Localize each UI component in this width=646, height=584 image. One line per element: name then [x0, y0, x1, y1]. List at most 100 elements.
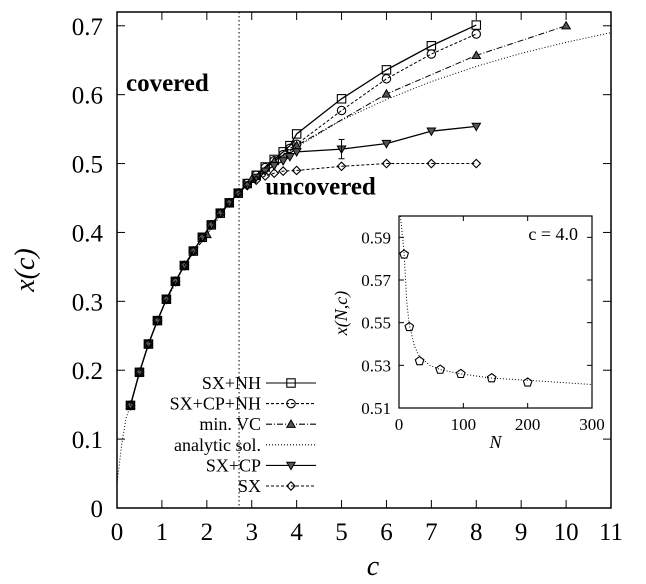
point-sx-cp-6	[179, 261, 190, 271]
inset-y-tick-label-0-59: 0.59	[361, 228, 391, 247]
legend-label-sx-nh: SX+NH	[202, 373, 261, 393]
point-sx-cp-0	[125, 401, 136, 411]
inset-point-4	[455, 368, 466, 379]
legend-marker-sx-cp	[285, 461, 297, 471]
point-sx-cp-10	[215, 209, 226, 219]
x-tick-label-0: 0	[111, 519, 124, 546]
point-sx-10	[215, 208, 226, 219]
x-tick-label-1: 1	[156, 519, 169, 546]
point-sx-cp-22	[426, 127, 437, 137]
x-tick-label-10: 10	[554, 519, 579, 546]
main-axis-ticks: 0 1 2 3 4 5 6 7 8 9 10 11 0 0.1 0.2 0.3 0.4 0.5 0.6 0.7	[72, 12, 623, 546]
inset-point-2	[414, 355, 425, 366]
point-sx-22	[471, 158, 482, 169]
y-tick-label-0-6: 0.6	[72, 83, 103, 110]
inset-point-1	[404, 321, 415, 332]
point-sx-2	[143, 339, 154, 350]
annotation-uncovered: uncovered	[265, 174, 376, 201]
point-sx-cp-19	[291, 148, 302, 158]
inset-fit-line	[399, 215, 593, 386]
point-sx-18	[291, 165, 302, 176]
point-sx-cp-23	[471, 122, 482, 132]
point-sx-cp-18	[284, 153, 295, 162]
series-line-sx-cp	[129, 125, 477, 406]
legend-label-sx-cp-nh: SX+CP+NH	[170, 394, 261, 414]
point-sx-cp-17	[278, 157, 289, 167]
inset-x-tick-label-0: 0	[395, 415, 404, 434]
point-sx-cp-21	[381, 139, 392, 149]
y-tick-label-0-4: 0.4	[72, 220, 104, 247]
point-sx-3	[152, 315, 163, 326]
main-plot-frame	[116, 11, 612, 509]
annotation-covered: covered	[126, 70, 209, 97]
series-line-sx	[129, 163, 477, 406]
point-sx-21	[426, 158, 437, 169]
point-sx-cp-16	[269, 161, 280, 171]
point-sx-nh-23	[471, 20, 482, 30]
point-sx-cp-nh-20	[336, 105, 347, 116]
inset-x-tick-label-100: 100	[451, 415, 477, 434]
inset-y-tick-label-0-51: 0.51	[361, 399, 391, 418]
main-series-group	[116, 20, 612, 481]
legend-marker-sx-cp-nh	[286, 398, 296, 409]
point-sx-11	[224, 197, 235, 208]
point-min-vc-14	[561, 20, 572, 30]
y-axis-title: x(c)	[10, 248, 41, 293]
x-tick-label-2: 2	[201, 519, 214, 546]
y-tick-label-0: 0	[91, 496, 104, 523]
point-sx-cp-2	[143, 340, 154, 350]
inset-y-tick-label-0-55: 0.55	[361, 314, 391, 333]
point-sx-cp-3	[152, 316, 163, 326]
inset-point-3	[435, 364, 446, 374]
point-sx-6	[179, 260, 190, 271]
point-sx-cp-nh-23	[471, 29, 482, 39]
point-sx-nh-19	[291, 129, 302, 139]
legend-marker-sx-nh	[286, 378, 296, 388]
legend-label-sx: SX	[238, 476, 261, 496]
point-sx-16	[269, 168, 280, 179]
x-tick-label-8: 8	[470, 519, 483, 546]
point-sx-0	[125, 400, 136, 411]
inset-point-5	[486, 372, 497, 383]
point-sx-19	[336, 161, 347, 172]
inset-x-tick-label-300: 300	[579, 415, 605, 434]
point-sx-nh-21	[381, 65, 392, 75]
legend-label-analytic-sol: analytic sol.	[174, 435, 261, 455]
x-tick-label-4: 4	[290, 519, 303, 546]
x-tick-label-7: 7	[425, 519, 438, 546]
x-tick-label-5: 5	[335, 519, 348, 546]
inset-annotation: c = 4.0	[528, 224, 578, 244]
y-tick-label-0-5: 0.5	[72, 152, 103, 179]
point-sx-9	[206, 219, 217, 230]
inset-x-tick-label-200: 200	[515, 415, 541, 434]
point-sx-8	[197, 232, 208, 243]
point-sx-nh-20	[336, 94, 347, 104]
point-sx-cp-nh-21	[381, 74, 392, 84]
point-sx-15	[260, 170, 271, 181]
point-sx-17	[278, 166, 289, 177]
point-sx-12	[233, 188, 244, 199]
x-axis-title: c	[367, 551, 380, 579]
inset-y-tick-label-0-53: 0.53	[361, 356, 391, 375]
main-plot: 0 1 2 3 4 5 6 7 8 9 10 11 0 0.1 0.2 0.3 0.4 0.5 0.6 0.7 x(c…	[10, 11, 623, 582]
y-tick-label-0-3: 0.3	[72, 289, 103, 316]
point-sx-4	[161, 294, 172, 305]
point-sx-13	[242, 180, 253, 191]
point-sx-14	[251, 175, 262, 186]
inset-point-0	[399, 249, 410, 259]
point-sx-cp-nh-22	[426, 49, 437, 59]
legend-marker-min-vc	[285, 418, 297, 428]
inset-series-group	[399, 215, 593, 387]
y-tick-label-0-2: 0.2	[72, 358, 103, 385]
point-sx-1	[134, 367, 145, 378]
inset-point-6	[522, 377, 533, 387]
inset-axis-ticks: 0 100 200 300 0.51 0.53 0.55 0.57 0.59	[361, 216, 605, 434]
point-sx-7	[188, 246, 199, 257]
point-sx-cp-1	[134, 368, 145, 378]
point-sx-cp-9	[206, 221, 217, 231]
point-min-vc-12	[381, 88, 392, 98]
x-tick-label-11: 11	[599, 519, 623, 546]
